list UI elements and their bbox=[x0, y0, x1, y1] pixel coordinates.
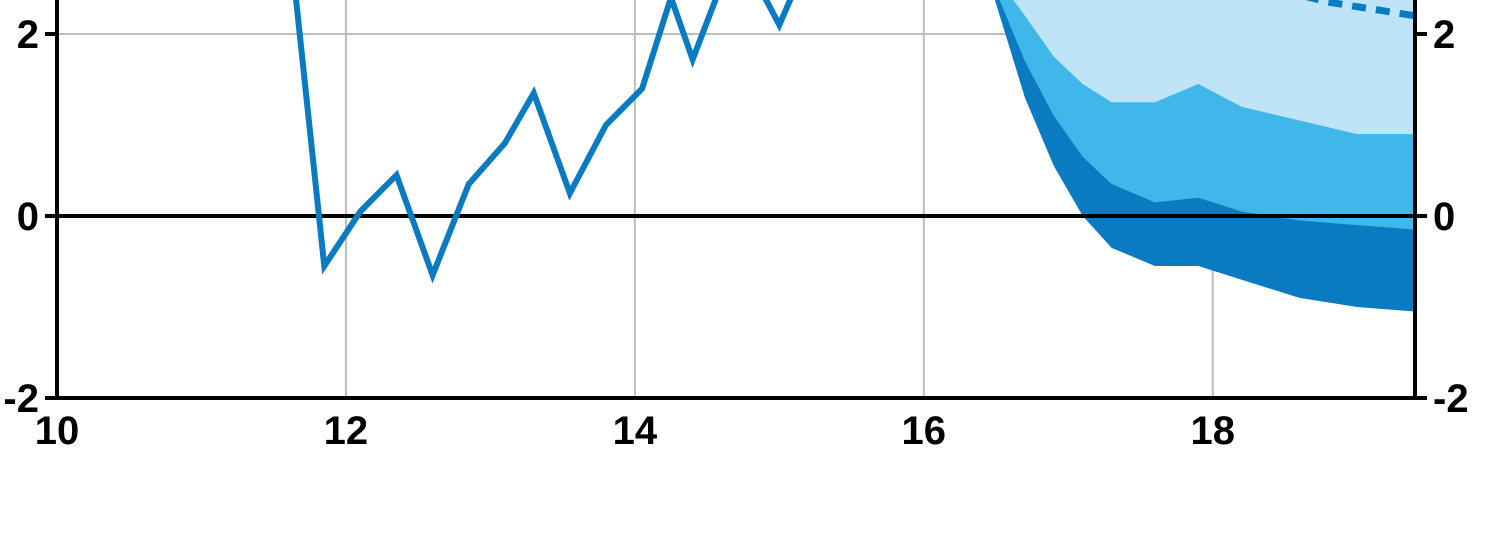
y-tick-right: 2 bbox=[1433, 13, 1455, 57]
x-tick: 12 bbox=[324, 409, 369, 453]
x-tick: 14 bbox=[613, 409, 658, 453]
y-tick-left: -2 bbox=[3, 377, 39, 421]
fan-chart: -2 -2 0 0 2 2 10 12 14 16 18 bbox=[0, 0, 1500, 541]
chart-svg: -2 -2 0 0 2 2 10 12 14 16 18 bbox=[0, 0, 1500, 541]
fan-bands bbox=[982, 0, 1415, 312]
y-tick-left: 2 bbox=[17, 13, 39, 57]
historical-line bbox=[57, 0, 982, 275]
x-tick: 18 bbox=[1190, 409, 1235, 453]
y-tick-right: 0 bbox=[1433, 195, 1455, 239]
x-tick: 16 bbox=[902, 409, 947, 453]
y-tick-right: -2 bbox=[1433, 377, 1469, 421]
y-tick-left: 0 bbox=[17, 195, 39, 239]
x-tick: 10 bbox=[35, 409, 80, 453]
